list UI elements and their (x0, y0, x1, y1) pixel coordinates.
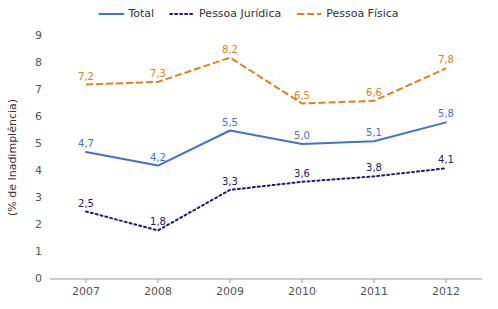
data-label: 4,7 (78, 138, 94, 149)
data-label: 7,8 (438, 54, 454, 65)
data-label: 2,5 (78, 198, 94, 209)
data-label: 7,2 (78, 71, 94, 82)
x-tick-label: 2009 (216, 285, 244, 298)
x-tick-label: 2011 (360, 285, 388, 298)
data-label: 8,2 (222, 44, 238, 55)
legend: Total Pessoa Jurídica Pessoa Física (99, 7, 398, 20)
legend-item: Pessoa Jurídica (170, 7, 281, 20)
x-axis: 2007 2008 2009 2010 2011 2012 (50, 279, 482, 298)
y-axis-label: (% de Inadimplência) (6, 99, 19, 216)
x-tick-label: 2007 (72, 285, 100, 298)
x-tick (302, 279, 303, 283)
legend-label: Total (127, 7, 154, 20)
data-label: 6,5 (294, 90, 310, 101)
y-tick-label: 7 (35, 83, 42, 96)
x-tick-label: 2012 (432, 285, 460, 298)
data-label: 5,8 (438, 108, 454, 119)
data-label: 3,8 (366, 162, 382, 173)
legend-swatch (170, 13, 194, 15)
legend-swatch (99, 13, 123, 15)
x-tick-label: 2008 (144, 285, 172, 298)
x-tick (446, 279, 447, 283)
data-label: 5,1 (366, 127, 382, 138)
data-label: 3,6 (294, 168, 310, 179)
legend-label: Pessoa Jurídica (199, 7, 281, 20)
data-labels: 4,7 4,2 5,5 5,0 5,1 5,8 2,5 1,8 3,3 3,6 3,8 4,1 7,2 7… (78, 44, 454, 228)
legend-item: Total (99, 7, 154, 20)
y-tick-label: 5 (35, 137, 42, 150)
x-tick (374, 279, 375, 283)
data-label: 6,6 (366, 87, 382, 98)
y-tick-label: 1 (35, 245, 42, 258)
series-line (86, 58, 446, 104)
x-tick (86, 279, 87, 283)
data-label: 1,8 (150, 216, 166, 227)
y-tick-label: 6 (35, 110, 42, 123)
legend-label: Pessoa Física (326, 7, 398, 20)
data-label: 5,5 (222, 117, 238, 128)
x-tick (158, 279, 159, 283)
x-axis-line (50, 279, 482, 280)
data-label: 7,3 (150, 68, 166, 79)
plot-area (86, 58, 446, 231)
data-label: 3,3 (222, 176, 238, 187)
y-tick-label: 3 (35, 191, 42, 204)
series-line (86, 122, 446, 165)
y-tick-label: 8 (35, 56, 42, 69)
x-tick-label: 2010 (288, 285, 316, 298)
y-axis: 0 1 2 3 4 5 6 7 8 9 (35, 29, 42, 285)
y-tick-label: 2 (35, 218, 42, 231)
y-tick-label: 4 (35, 164, 42, 177)
y-tick-label: 0 (35, 272, 42, 285)
data-label: 4,1 (438, 154, 454, 165)
data-label: 5,0 (294, 130, 310, 141)
chart: 0123456789(% de Inadimplência)2007200820… (0, 0, 498, 309)
legend-swatch (297, 13, 321, 15)
legend-item: Pessoa Física (297, 7, 398, 20)
y-tick-label: 9 (35, 29, 42, 42)
data-label: 4,2 (150, 152, 166, 163)
x-tick (230, 279, 231, 283)
series-line (86, 168, 446, 230)
